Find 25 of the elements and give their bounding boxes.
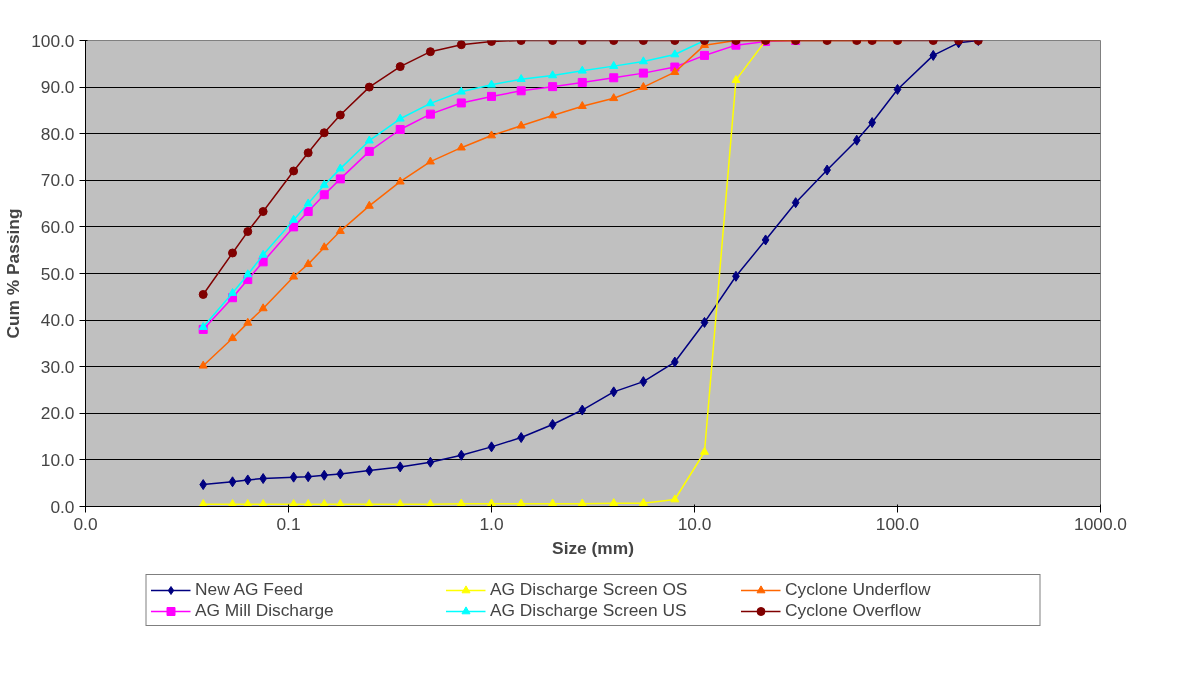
y-tick-label: 80.0: [40, 123, 75, 144]
x-tick-label: 10.0: [677, 513, 712, 534]
y-tick-label: 40.0: [40, 310, 75, 331]
x-tick-label: 0.0: [73, 513, 98, 534]
legend-label: AG Discharge Screen OS: [490, 579, 689, 600]
y-tick-label: 20.0: [40, 403, 75, 424]
y-axis-title: Cum % Passing: [3, 208, 24, 339]
x-tick-label: 0.1: [276, 513, 301, 534]
y-tick-label: 50.0: [40, 263, 75, 284]
x-axis-title: Size (mm): [552, 537, 634, 558]
y-tick-label: 100.0: [31, 30, 75, 51]
y-tick-label: 30.0: [40, 356, 75, 377]
x-tick-label: 100.0: [875, 513, 920, 534]
legend-label: New AG Feed: [195, 579, 304, 600]
y-tick-label: 90.0: [40, 77, 75, 98]
y-tick-label: 0.0: [50, 496, 75, 517]
x-tick-label: 1000.0: [1074, 513, 1127, 534]
legend-label: AG Mill Discharge: [195, 600, 335, 621]
y-tick-label: 10.0: [40, 449, 75, 470]
legend-label: AG Discharge Screen US: [490, 600, 688, 621]
y-tick-label: 70.0: [40, 170, 75, 191]
legend-label: Cyclone Overflow: [785, 600, 922, 621]
x-tick-label: 1.0: [479, 513, 504, 534]
y-tick-label: 60.0: [40, 216, 75, 237]
legend-label: Cyclone Underflow: [785, 579, 932, 600]
